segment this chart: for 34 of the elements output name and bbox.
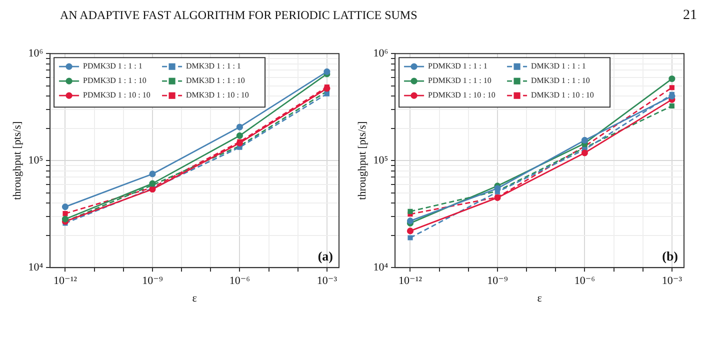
legend-label: DMK3D 1 : 1 : 1 <box>186 62 241 71</box>
annotation: (a) <box>318 248 333 264</box>
y-axis-title: throughput [pts/s] <box>356 121 368 200</box>
y-tick-label: 10⁴ <box>373 261 388 274</box>
legend-label: DMK3D 1 : 10 : 10 <box>186 90 249 100</box>
y-tick-label: 10⁴ <box>28 261 44 274</box>
legend-label: DMK3D 1 : 1 : 1 <box>531 62 586 71</box>
legend-label: PDMK3D 1 : 10 : 10 <box>428 90 496 100</box>
text: 21 <box>683 8 697 24</box>
legend-label: DMK3D 1 : 1 : 10 <box>531 76 590 86</box>
y-tick-label: 10⁶ <box>28 47 44 60</box>
y-tick-label: 10⁵ <box>373 154 388 166</box>
x-tick-label: 10⁻⁶ <box>229 275 250 288</box>
x-tick-label: 10⁻⁶ <box>574 275 596 288</box>
legend-label: DMK3D 1 : 1 : 10 <box>186 76 245 86</box>
legend-label: PDMK3D 1 : 10 : 10 <box>83 90 150 100</box>
legend-label: PDMK3D 1 : 1 : 10 <box>83 76 146 86</box>
x-tick-label: 10⁻³ <box>316 275 338 288</box>
y-tick-label: 10⁶ <box>373 47 388 60</box>
x-tick-label: 10⁻⁹ <box>487 275 508 288</box>
chart-title: AN ADAPTIVE FAST ALGORITHM FOR PERIODIC LATTICE SUMS <box>60 8 418 23</box>
y-tick-label: 10⁵ <box>28 154 44 166</box>
x-tick-label: 10⁻¹² <box>54 275 78 288</box>
annotation: (b) <box>662 248 678 264</box>
legend-label: PDMK3D 1 : 1 : 1 <box>83 62 142 71</box>
x-tick-label: 10⁻³ <box>662 275 683 288</box>
x-tick-label: 10⁻¹² <box>398 275 423 288</box>
legend-label: DMK3D 1 : 10 : 10 <box>531 90 594 100</box>
legend-label: PDMK3D 1 : 1 : 1 <box>428 62 488 71</box>
y-axis-title: throughput [pts/s] <box>11 121 24 200</box>
x-axis-title: ε <box>537 292 542 304</box>
x-tick-label: 10⁻⁹ <box>142 275 163 288</box>
legend-label: PDMK3D 1 : 1 : 10 <box>428 76 492 86</box>
x-axis-title: ε <box>192 292 198 304</box>
